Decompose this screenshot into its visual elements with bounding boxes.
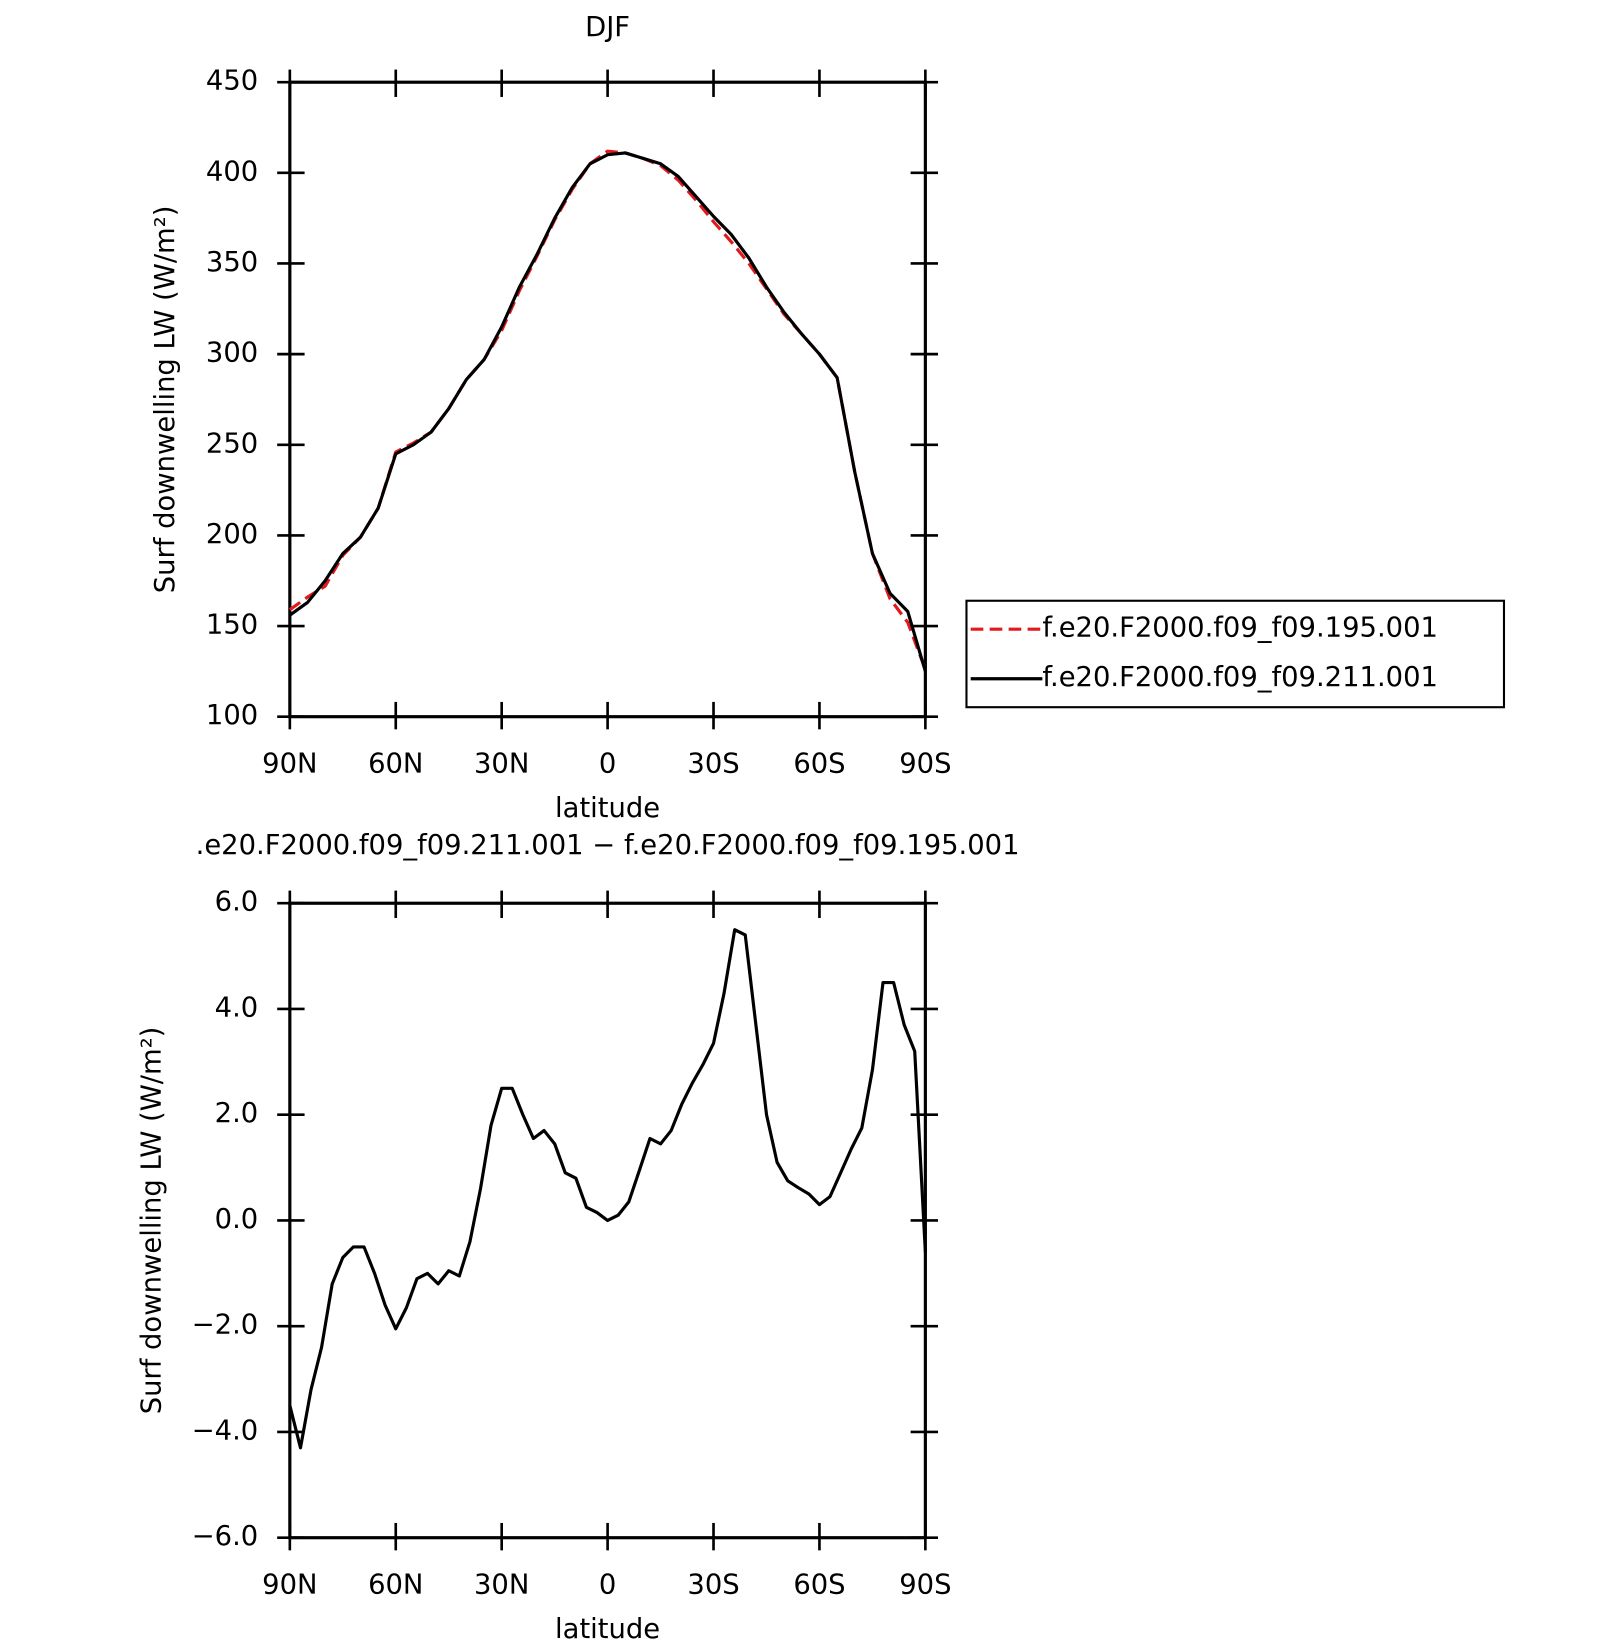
y-tick-label: 400 (206, 156, 258, 187)
x-tick-label: 30S (687, 749, 739, 780)
x-tick-label: 60N (368, 1570, 423, 1601)
y-tick-label: 4.0 (215, 992, 259, 1023)
y-tick-label: 150 (206, 610, 258, 641)
legend-label: f.e20.F2000.f09_f09.211.001 (1042, 662, 1438, 693)
y-tick-label: 6.0 (215, 887, 259, 918)
x-axis-label: latitude (555, 1614, 660, 1641)
x-tick-label: 0 (599, 749, 616, 780)
x-tick-label: 60S (793, 1570, 845, 1601)
y-tick-label: 0.0 (215, 1204, 259, 1235)
y-tick-label: 250 (206, 428, 258, 459)
x-tick-label: 30S (687, 1570, 739, 1601)
chart-title: DJF (585, 12, 630, 43)
series-line (288, 928, 927, 1450)
x-tick-label: 90N (262, 1570, 317, 1601)
y-tick-label: 300 (206, 338, 258, 369)
series-line (288, 151, 927, 672)
x-tick-label: 90S (899, 1570, 951, 1601)
x-tick-label: 30N (474, 1570, 529, 1601)
x-tick-label: 30N (474, 749, 529, 780)
y-tick-label: 2.0 (215, 1098, 259, 1129)
x-tick-label: 90S (899, 749, 951, 780)
x-tick-label: 60S (793, 749, 845, 780)
x-tick-label: 90N (262, 749, 317, 780)
x-axis-label: latitude (555, 793, 660, 824)
y-tick-label: −4.0 (192, 1415, 259, 1446)
y-axis-label: Surf downwelling LW (W/m²) (150, 206, 181, 594)
y-tick-label: 450 (206, 66, 258, 97)
legend-box (965, 599, 1506, 709)
y-tick-label: 350 (206, 247, 258, 278)
y-tick-label: −2.0 (192, 1310, 259, 1341)
y-tick-label: 100 (206, 700, 258, 731)
y-axis-label: Surf downwelling LW (W/m²) (136, 1027, 167, 1415)
plot-frame (288, 80, 927, 719)
y-tick-label: 200 (206, 519, 258, 550)
series-line (288, 149, 927, 671)
y-tick-label: −6.0 (192, 1521, 259, 1552)
x-tick-label: 60N (368, 749, 423, 780)
x-tick-label: 0 (599, 1570, 616, 1601)
chart-title: .e20.F2000.f09_f09.211.001 − f.e20.F2000… (196, 830, 1020, 861)
legend-label: f.e20.F2000.f09_f09.195.001 (1042, 613, 1438, 644)
